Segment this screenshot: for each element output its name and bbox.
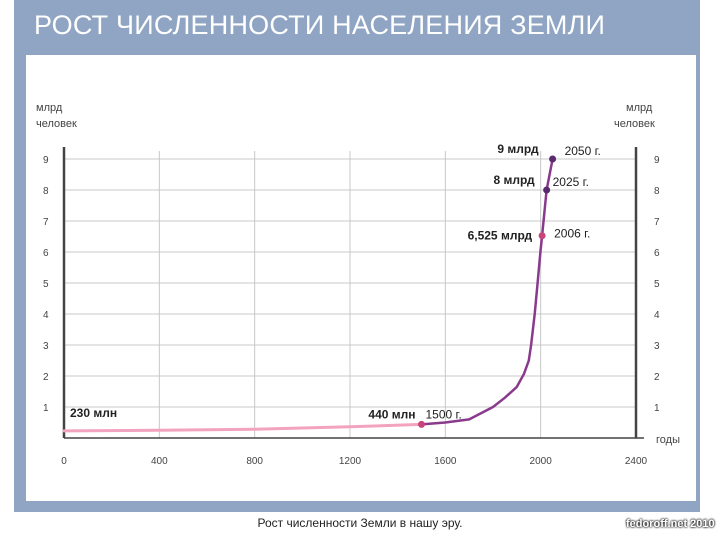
y-tick-label-left: 9 [43, 155, 49, 166]
annotation-layer: 230 млн 440 млн 1500 г. 6,525 млрд 2006 г. 8 … [70, 142, 601, 428]
y-tick-label-left: 1 [43, 403, 49, 414]
right-ylabel-line-2: человек [614, 118, 655, 130]
x-tick-label: 2400 [625, 456, 648, 467]
population-line-modern [420, 157, 554, 426]
y-tick-label-left: 3 [43, 341, 49, 352]
y-tick-label-right: 5 [654, 279, 660, 290]
year-label: 2025 г. [553, 175, 589, 189]
y-tick-label-left: 5 [43, 279, 49, 290]
x-tick-label: 0 [61, 456, 67, 467]
chart-panel: млрд человек млрд человек годы 1 1 2 2 3 3 4 4 5… [26, 55, 696, 501]
y-tick-label-right: 4 [654, 310, 660, 321]
x-tick-label: 800 [246, 456, 263, 467]
y-tick-label-left: 2 [43, 372, 49, 383]
data-point-marker [538, 232, 546, 240]
y-tick-label-right: 7 [654, 217, 660, 228]
population-chart: млрд человек млрд человек годы 1 1 2 2 3 3 4 4 5… [36, 102, 680, 467]
value-label: 8 млрд [493, 173, 535, 187]
x-tick-label: 400 [151, 456, 168, 467]
y-tick-label-left: 7 [43, 217, 49, 228]
right-ylabel-line-1: млрд [626, 102, 653, 114]
axis-layer: млрд человек млрд человек годы 1 1 2 2 3 3 4 4 5… [36, 102, 680, 467]
x-axis-label: годы [656, 434, 680, 446]
y-tick-label-right: 3 [654, 341, 660, 352]
y-tick-label-left: 8 [43, 186, 49, 197]
x-tick-label: 1600 [434, 456, 457, 467]
y-tick-label-left: 6 [43, 248, 49, 259]
y-tick-label-right: 9 [654, 155, 660, 166]
y-tick-label-right: 8 [654, 186, 660, 197]
y-tick-label-right: 2 [654, 372, 660, 383]
year-label: 1500 г. [426, 407, 462, 421]
value-label: 440 млн [368, 407, 415, 421]
population-line-early [62, 422, 423, 433]
y-tick-label-right: 6 [654, 248, 660, 259]
chart-caption: Рост численности Земли в нашу эру. [257, 516, 463, 530]
x-tick-label: 1200 [339, 456, 362, 467]
value-label: 9 млрд [497, 142, 539, 156]
x-tick-label: 2000 [530, 456, 553, 467]
left-ylabel-line-1: млрд [36, 102, 63, 114]
watermark: fedoroff.net 2010 [626, 518, 715, 530]
series-layer [62, 157, 554, 433]
value-label: 230 млн [70, 406, 117, 420]
year-label: 2050 г. [565, 144, 601, 158]
data-point-marker [543, 186, 551, 194]
slide-title: РОСТ ЧИСЛЕННОСТИ НАСЕЛЕНИЯ ЗЕМЛИ [34, 10, 606, 40]
y-tick-label-left: 4 [43, 310, 49, 321]
left-ylabel-line-2: человек [36, 118, 77, 130]
y-tick-label-right: 1 [654, 403, 660, 414]
value-label: 6,525 млрд [468, 229, 533, 243]
data-point-marker [418, 420, 425, 428]
year-label: 2006 г. [554, 227, 590, 241]
data-point-marker [549, 155, 557, 163]
grid-layer [63, 151, 637, 438]
